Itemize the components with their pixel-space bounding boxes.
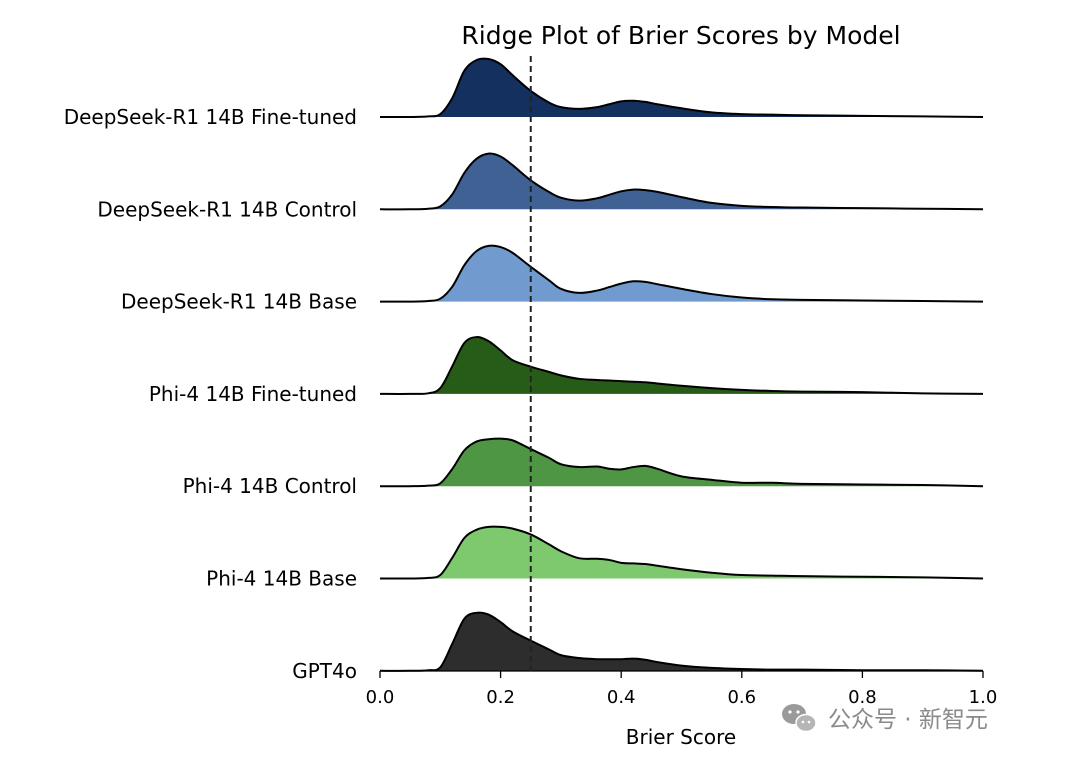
ridge-deepseek-r1-14b-base	[379, 244, 984, 303]
y-label: GPT4o	[292, 659, 357, 683]
y-label: Phi-4 14B Base	[206, 567, 357, 591]
ridge-fill	[380, 58, 983, 118]
ridge-outline	[379, 525, 984, 580]
ridge-fill	[380, 612, 983, 671]
y-label: DeepSeek-R1 14B Fine-tuned	[64, 105, 357, 129]
x-tick-label: 1.0	[969, 687, 998, 708]
ridge-outline	[379, 152, 984, 211]
y-label: Phi-4 14B Fine-tuned	[149, 382, 357, 406]
watermark: 公众号 · 新智元	[782, 704, 988, 733]
ridge-outline	[379, 57, 984, 119]
chart-title: Ridge Plot of Brier Scores by Model	[461, 21, 900, 50]
y-label: DeepSeek-R1 14B Base	[121, 290, 357, 314]
ridge-phi-4-14b-fine-tuned	[379, 336, 984, 395]
x-tick-label: 0.6	[727, 687, 756, 708]
watermark-text: 公众号 · 新智元	[828, 707, 988, 733]
ridge-fill	[380, 245, 983, 302]
ridges	[379, 57, 984, 672]
x-tick-label: 0.2	[486, 687, 515, 708]
x-tick-label: 0.8	[848, 687, 877, 708]
ridge-deepseek-r1-14b-control	[379, 152, 984, 211]
y-axis-labels: DeepSeek-R1 14B Fine-tuned DeepSeek-R1 14…	[64, 105, 357, 683]
x-axis-label: Brier Score	[626, 725, 736, 749]
ridge-deepseek-r1-14b-fine-tuned	[379, 57, 984, 119]
ridge-outline	[379, 611, 984, 672]
ridge-fill	[380, 526, 983, 579]
y-label: Phi-4 14B Control	[183, 474, 357, 498]
wechat-icon	[782, 704, 817, 733]
ridge-gpt4o	[379, 611, 984, 672]
ridge-phi-4-14b-control	[379, 437, 984, 488]
ridge-outline	[379, 437, 984, 488]
x-tick-label: 0.0	[366, 687, 395, 708]
ridge-fill	[380, 153, 983, 210]
y-label: DeepSeek-R1 14B Control	[97, 197, 357, 221]
x-tick-label: 0.4	[607, 687, 636, 708]
ridge-outline	[379, 244, 984, 303]
ridge-phi-4-14b-base	[379, 525, 984, 580]
x-axis-ticks: 0.0 0.2 0.4 0.6 0.8 1.0	[366, 671, 998, 708]
ridge-outline	[379, 336, 984, 395]
